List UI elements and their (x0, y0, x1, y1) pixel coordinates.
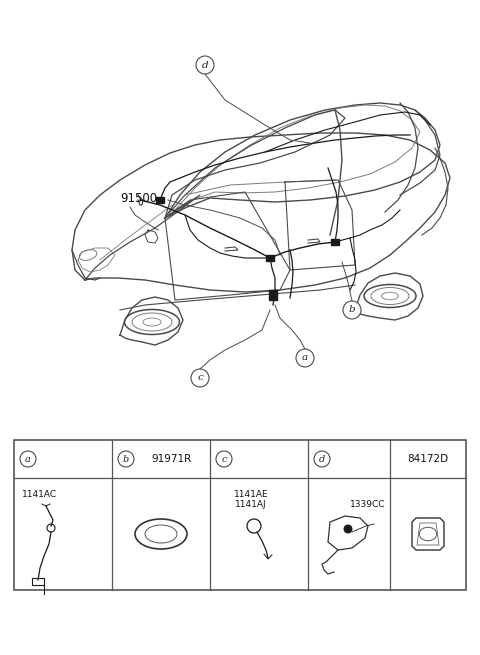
Circle shape (314, 451, 330, 467)
Circle shape (191, 369, 209, 387)
Text: d: d (202, 60, 208, 69)
Text: 1141AE: 1141AE (234, 490, 268, 499)
Text: 91971R: 91971R (151, 454, 191, 464)
Bar (14, 440, 466, 590)
Circle shape (20, 451, 36, 467)
Text: d: d (319, 455, 325, 464)
Text: c: c (197, 373, 203, 383)
Text: a: a (302, 354, 308, 362)
Circle shape (196, 56, 214, 74)
Text: c: c (221, 455, 227, 464)
Text: 1141AJ: 1141AJ (235, 500, 267, 509)
Circle shape (118, 451, 134, 467)
Text: b: b (348, 305, 355, 314)
Text: 1141AC: 1141AC (22, 490, 57, 499)
Bar (266, 255, 274, 261)
Circle shape (343, 301, 361, 319)
Bar (331, 239, 339, 245)
Circle shape (216, 451, 232, 467)
Text: a: a (25, 455, 31, 464)
Bar (269, 290, 277, 300)
Bar (156, 197, 164, 203)
Circle shape (344, 525, 352, 533)
Circle shape (296, 349, 314, 367)
Text: 91500: 91500 (120, 191, 157, 204)
Text: 84172D: 84172D (408, 454, 449, 464)
Text: b: b (123, 455, 129, 464)
Bar (32, 578, 44, 585)
Text: 1339CC: 1339CC (350, 500, 385, 509)
